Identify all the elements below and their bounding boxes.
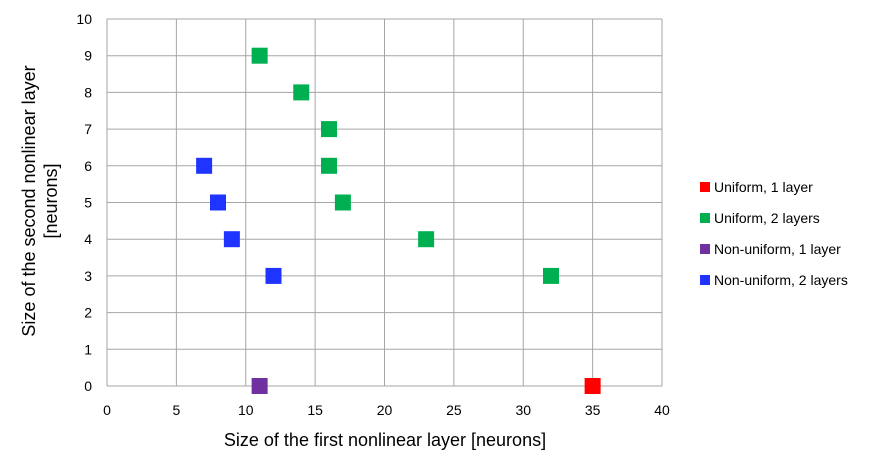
x-tick-label: 20 [377, 402, 393, 418]
y-tick-label: 3 [84, 268, 92, 284]
y-tick-label: 2 [84, 305, 92, 321]
data-point [251, 47, 268, 64]
y-tick-label: 10 [76, 11, 92, 27]
y-tick-label: 6 [84, 158, 92, 174]
legend-label: Non-uniform, 1 layer [714, 241, 841, 257]
data-point [293, 84, 310, 101]
data-point [321, 121, 337, 138]
y-tick-label: 7 [84, 121, 92, 137]
data-point [265, 267, 282, 284]
x-tick-label: 35 [585, 402, 601, 418]
data-point [251, 378, 268, 394]
y-tick-label: 9 [84, 48, 92, 64]
x-tick-label: 15 [307, 402, 323, 418]
data-point [543, 267, 559, 284]
x-tick-label: 25 [446, 402, 462, 418]
data-point [210, 194, 226, 211]
data-points [196, 47, 601, 394]
legend: Uniform, 1 layer Uniform, 2 layers Non-uni… [700, 179, 848, 288]
legend-marker [700, 182, 710, 192]
data-point [584, 378, 601, 394]
data-point [334, 194, 351, 211]
x-axis-ticks: 0 5 10 15 20 25 30 35 40 [103, 402, 670, 418]
y-tick-label: 8 [84, 84, 92, 100]
x-tick-label: 10 [238, 402, 254, 418]
y-tick-label: 0 [84, 378, 92, 394]
data-point [223, 231, 240, 248]
legend-label: Non-uniform, 2 layers [714, 272, 848, 288]
legend-marker [700, 213, 710, 223]
legend-marker [700, 275, 710, 285]
data-point [321, 157, 337, 174]
x-tick-label: 30 [515, 402, 531, 418]
data-point [196, 157, 213, 174]
legend-label: Uniform, 2 layers [714, 210, 820, 226]
y-axis-ticks: 0 1 2 3 4 5 6 7 8 9 10 [76, 11, 92, 394]
y-tick-label: 1 [84, 341, 92, 357]
legend-marker [700, 244, 710, 254]
legend-label: Uniform, 1 layer [714, 179, 813, 195]
x-tick-label: 0 [103, 402, 111, 418]
y-axis-title-line-1: Size of the second nonlinear layer [19, 65, 39, 336]
y-axis-title-line-2: [neurons] [41, 163, 61, 238]
x-tick-label: 40 [654, 402, 670, 418]
y-tick-label: 5 [84, 195, 92, 211]
data-point [418, 231, 435, 248]
x-tick-label: 5 [172, 402, 180, 418]
grid [106, 18, 663, 387]
x-axis-title: Size of the first nonlinear layer [neuro… [224, 430, 546, 450]
y-tick-label: 4 [84, 231, 92, 247]
